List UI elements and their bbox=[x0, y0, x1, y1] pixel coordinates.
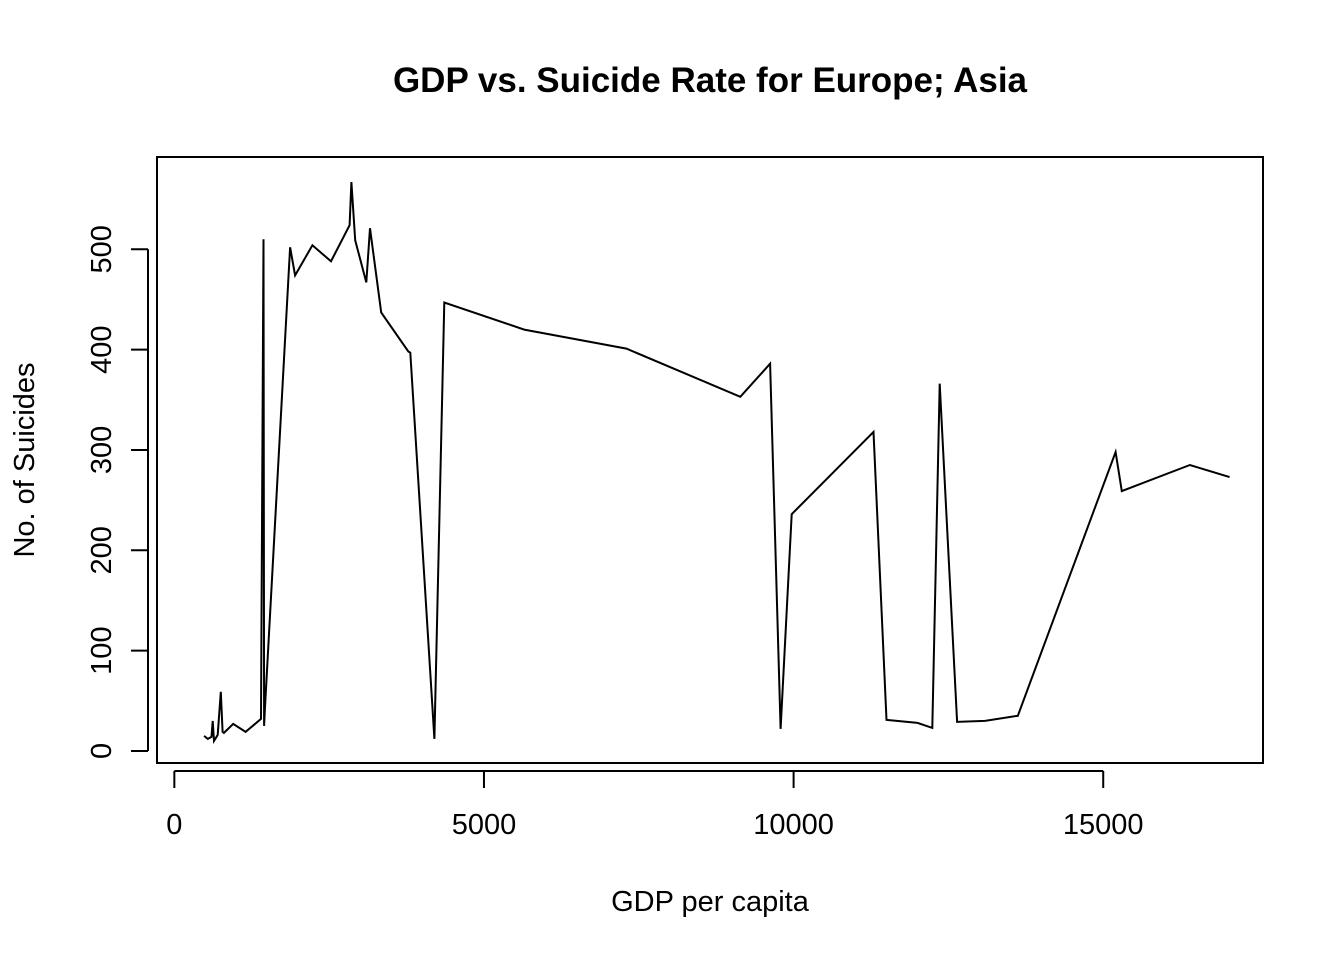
y-tick-label: 400 bbox=[86, 325, 118, 373]
y-tick-label: 100 bbox=[86, 626, 118, 674]
y-tick-label: 300 bbox=[86, 426, 118, 474]
y-tick-label: 0 bbox=[86, 743, 118, 759]
x-tick-label: 10000 bbox=[753, 809, 834, 841]
x-tick-label: 15000 bbox=[1063, 809, 1144, 841]
plot-frame bbox=[156, 156, 1264, 764]
x-tick-label: 5000 bbox=[452, 809, 517, 841]
chart-title: GDP vs. Suicide Rate for Europe; Asia bbox=[393, 61, 1028, 100]
y-axis: 0 100 200 300 400 500 bbox=[86, 225, 149, 759]
y-tick-label: 200 bbox=[86, 526, 118, 574]
x-axis-label: GDP per capita bbox=[611, 886, 810, 918]
x-tick-label: 0 bbox=[166, 809, 182, 841]
suicides-series-line bbox=[203, 182, 1230, 745]
x-axis: 0 5000 10000 15000 bbox=[166, 770, 1144, 841]
y-axis-label: No. of Suicides bbox=[9, 362, 41, 557]
y-tick-label: 500 bbox=[86, 225, 118, 273]
